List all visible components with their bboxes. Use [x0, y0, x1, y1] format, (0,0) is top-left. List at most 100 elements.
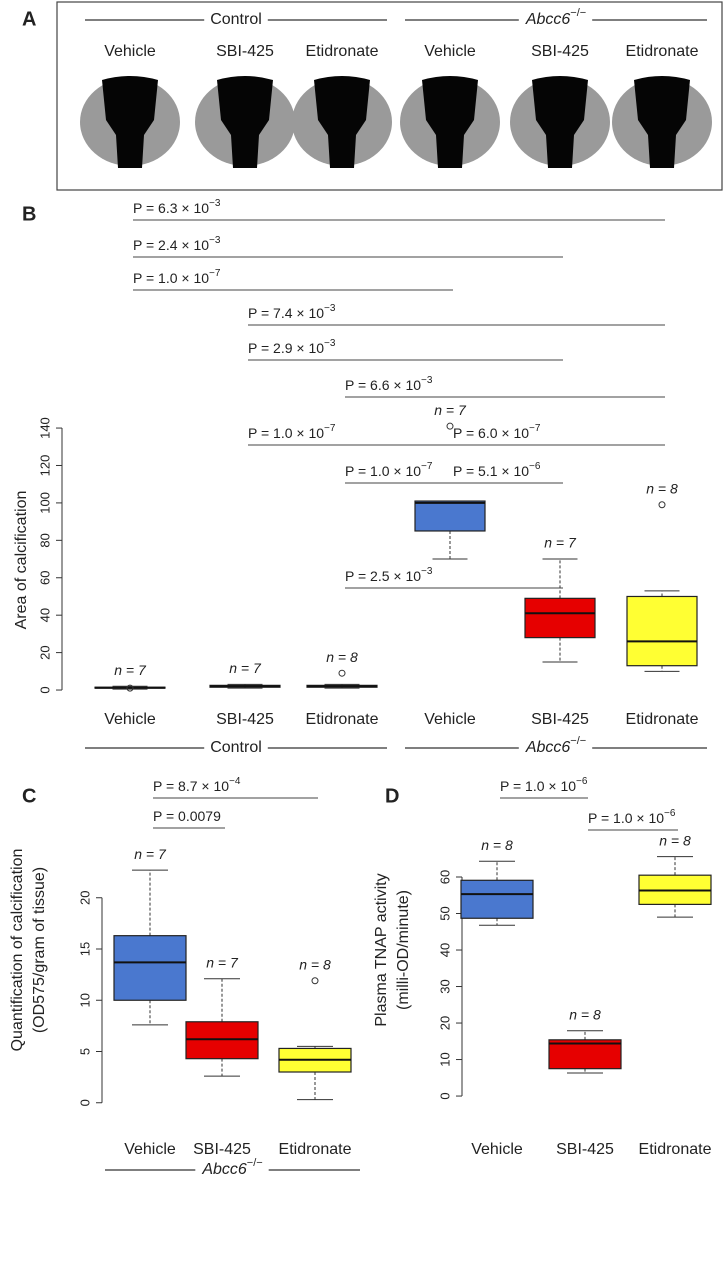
category-label: SBI-425	[556, 1141, 614, 1158]
outlier	[658, 501, 666, 509]
p-text: P = 2.9 × 10	[248, 340, 324, 356]
p-value: P = 1.0 × 10−7	[345, 461, 433, 479]
tissue-core	[102, 76, 158, 168]
p-value: P = 1.0 × 10−6	[500, 776, 588, 794]
outlier	[126, 684, 134, 692]
n-label: n = 7	[229, 660, 262, 676]
category-label: Etidronate	[626, 43, 699, 60]
y-tick-label: 20	[37, 645, 52, 659]
y-tick-label: 10	[77, 993, 92, 1007]
group-label-bg	[204, 17, 268, 23]
p-sup: −7	[421, 461, 433, 472]
outlier	[446, 422, 454, 430]
y-tick-label: 5	[77, 1048, 92, 1055]
category-label: Etidronate	[626, 711, 699, 728]
panel-a-frame	[56, 1, 723, 191]
group-label: Abcc6−/−	[525, 735, 586, 756]
group-label: Abcc6−/−	[525, 7, 586, 28]
p-value: P = 2.9 × 10−3	[248, 338, 336, 356]
p-text: P = 1.0 × 10	[133, 270, 209, 286]
p-value: P = 2.4 × 10−3	[133, 235, 221, 253]
p-value: P = 2.5 × 10−3	[345, 566, 433, 584]
category-label: Etidronate	[639, 1141, 712, 1158]
y-tick-label: 40	[37, 608, 52, 622]
n-label: n = 8	[659, 832, 691, 848]
group-name: Abcc6	[525, 11, 571, 28]
tissue-core	[422, 76, 478, 168]
group-sup: −/−	[570, 735, 586, 747]
y-tick-label: 40	[437, 943, 452, 957]
p-text: P = 1.0 × 10	[588, 810, 664, 826]
panel-letter: C	[22, 785, 36, 807]
p-sup: −6	[664, 808, 676, 819]
p-sup: −3	[421, 566, 433, 577]
y-tick-label: 0	[37, 686, 52, 693]
p-value: P = 6.0 × 10−7	[453, 423, 541, 441]
group-label-bg	[518, 17, 593, 23]
box	[414, 500, 486, 532]
y-tick-label: 20	[77, 891, 92, 905]
outlier	[338, 669, 346, 677]
n-label: n = 8	[646, 480, 678, 496]
y-tick-label: 10	[437, 1052, 452, 1066]
category-label: Etidronate	[306, 43, 379, 60]
p-value: P = 6.6 × 10−3	[345, 375, 433, 393]
category-label: Etidronate	[279, 1141, 352, 1158]
group-sup: −/−	[570, 7, 586, 19]
p-text: P = 1.0 × 10	[345, 463, 421, 479]
box	[185, 1021, 259, 1060]
n-label: n = 7	[134, 846, 167, 862]
group-label: Control	[210, 739, 262, 756]
p-text: P = 2.4 × 10	[133, 237, 209, 253]
category-label: Vehicle	[124, 1141, 176, 1158]
group-label-bg	[518, 745, 593, 751]
n-label: n = 7	[544, 535, 577, 551]
y-tick-label: 20	[437, 1016, 452, 1030]
y-tick-label: 0	[77, 1099, 92, 1106]
y-tick-label: 140	[37, 417, 52, 439]
p-sup: −7	[324, 423, 336, 434]
group-name: Abcc6	[525, 739, 571, 756]
p-text: P = 0.0079	[153, 808, 221, 824]
y-tick-label: 120	[37, 455, 52, 477]
p-text: P = 2.5 × 10	[345, 568, 421, 584]
n-label: n = 8	[299, 956, 331, 972]
y-tick-label: 50	[437, 906, 452, 920]
y-tick-label: 15	[77, 942, 92, 956]
p-value: P = 8.7 × 10−4	[153, 776, 241, 794]
p-sup: −4	[229, 776, 241, 787]
y-tick-label: 30	[437, 979, 452, 993]
y-axis-label: Area of calcification	[13, 491, 30, 630]
p-sup: −6	[576, 776, 588, 787]
category-label: Vehicle	[104, 43, 156, 60]
p-text: P = 5.1 × 10	[453, 463, 529, 479]
n-label: n = 7	[114, 662, 147, 678]
group-label: Abcc6−/−	[201, 1157, 262, 1178]
p-value: P = 1.0 × 10−6	[588, 808, 676, 826]
p-sup: −3	[209, 235, 221, 246]
group-name: Abcc6	[201, 1161, 247, 1178]
category-label: SBI-425	[531, 711, 589, 728]
y-axis-sublabel: (OD575/gram of tissue)	[31, 867, 48, 1033]
group-label: Control	[210, 11, 262, 28]
y-tick-label: 100	[37, 492, 52, 514]
p-text: P = 6.3 × 10	[133, 200, 209, 216]
box	[524, 597, 596, 639]
p-sup: −7	[209, 268, 221, 279]
y-axis-label: Plasma TNAP activity	[373, 873, 390, 1026]
p-text: P = 1.0 × 10	[500, 778, 576, 794]
category-label: Etidronate	[306, 711, 379, 728]
n-label: n = 8	[569, 1006, 601, 1022]
y-tick-label: 60	[37, 571, 52, 585]
p-text: P = 1.0 × 10	[248, 425, 324, 441]
tissue-core	[314, 76, 370, 168]
tissue-core	[634, 76, 690, 168]
category-label: Vehicle	[471, 1141, 523, 1158]
category-label: SBI-425	[531, 43, 589, 60]
category-label: Vehicle	[424, 43, 476, 60]
y-tick-label: 80	[37, 533, 52, 547]
group-sup: −/−	[247, 1157, 263, 1169]
panel-letter: B	[22, 203, 36, 225]
group-name: Control	[210, 11, 262, 28]
